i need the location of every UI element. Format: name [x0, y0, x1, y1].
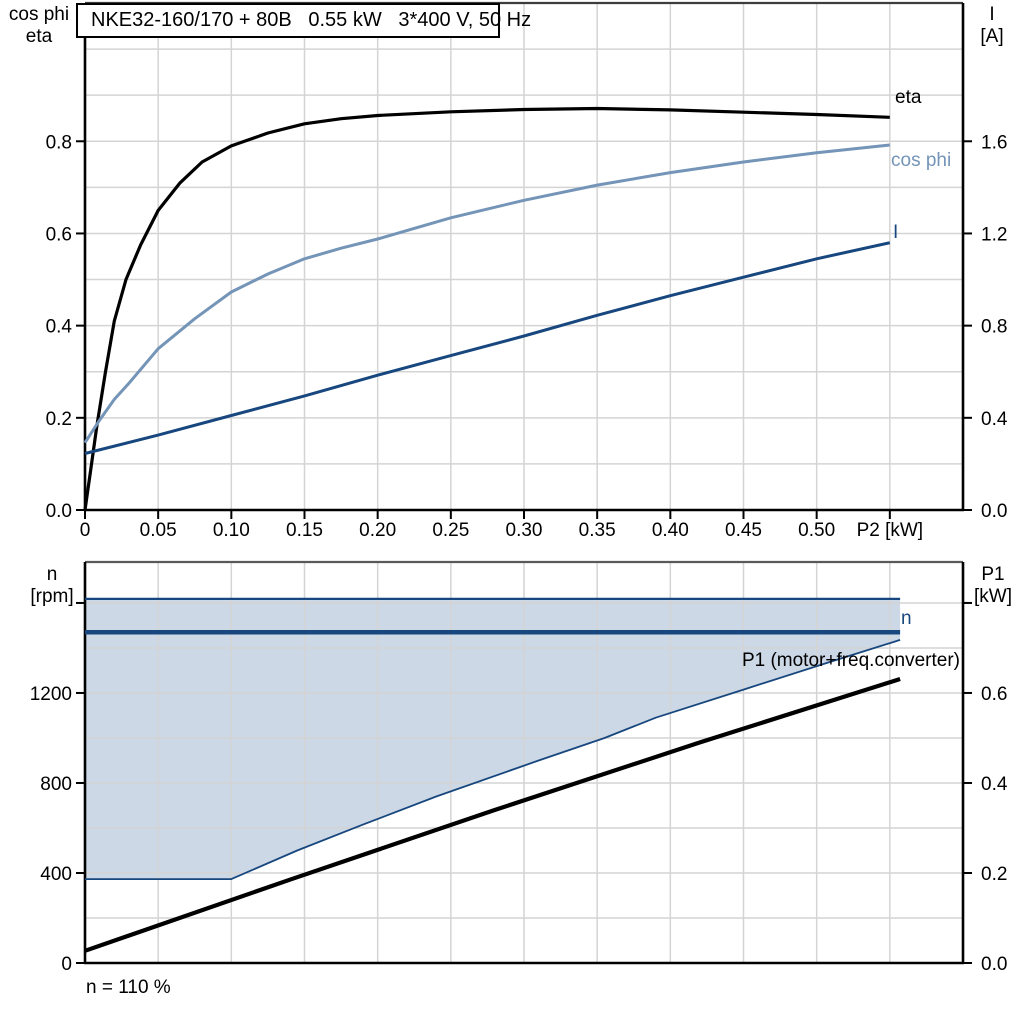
svg-text:0.10: 0.10: [213, 520, 250, 541]
chart-title-box: NKE32-160/170 + 80B 0.55 kW 3*400 V, 50 …: [76, 3, 531, 38]
svg-text:0.25: 0.25: [432, 520, 469, 541]
axis-title-speed: n: [46, 564, 58, 585]
axis-title-current: I: [989, 4, 995, 25]
left-axis-title-top-chart: cos phi eta: [2, 4, 76, 48]
svg-text:0.0: 0.0: [981, 954, 1007, 975]
svg-text:cos phi: cos phi: [891, 150, 951, 171]
svg-text:0.6: 0.6: [46, 224, 72, 245]
svg-text:0.15: 0.15: [286, 520, 323, 541]
axis-title-p1: P1: [981, 564, 1005, 585]
right-axis-title-bottom-chart: P1 [kW]: [966, 564, 1020, 608]
axis-title-cos-phi: cos phi: [8, 4, 70, 25]
svg-text:0.20: 0.20: [359, 520, 396, 541]
left-axis-title-bottom-chart: n [rpm]: [22, 564, 82, 608]
svg-text:0.4: 0.4: [981, 774, 1008, 795]
svg-text:0.8: 0.8: [981, 317, 1007, 338]
svg-text:0.05: 0.05: [140, 520, 177, 541]
svg-text:n: n: [901, 608, 912, 629]
svg-text:0.6: 0.6: [981, 684, 1007, 705]
svg-text:0.4: 0.4: [46, 317, 73, 338]
chart-title: NKE32-160/170 + 80B 0.55 kW 3*400 V, 50 …: [91, 9, 532, 31]
svg-text:1.2: 1.2: [981, 224, 1007, 245]
axis-title-current-unit: [A]: [980, 26, 1004, 47]
svg-text:eta: eta: [895, 87, 922, 108]
svg-text:0.0: 0.0: [981, 501, 1007, 522]
right-axis-title-top-chart: I [A]: [966, 4, 1018, 48]
svg-text:I: I: [893, 222, 898, 243]
svg-text:0: 0: [80, 520, 91, 541]
svg-text:1200: 1200: [30, 684, 72, 705]
svg-text:0.0: 0.0: [46, 501, 72, 522]
speed-setting-caption: n = 110 %: [86, 977, 171, 998]
svg-text:0.45: 0.45: [725, 520, 762, 541]
svg-text:P1 (motor+freq.converter): P1 (motor+freq.converter): [742, 650, 960, 671]
svg-text:1.6: 1.6: [981, 132, 1007, 153]
svg-text:0.50: 0.50: [798, 520, 835, 541]
svg-text:0: 0: [61, 954, 72, 975]
axis-title-speed-unit: [rpm]: [30, 586, 74, 607]
svg-text:0.2: 0.2: [46, 409, 72, 430]
svg-text:P2 [kW]: P2 [kW]: [857, 520, 924, 541]
svg-text:400: 400: [40, 864, 72, 885]
svg-text:0.4: 0.4: [981, 409, 1008, 430]
svg-text:0.30: 0.30: [506, 520, 543, 541]
svg-text:0.8: 0.8: [46, 132, 72, 153]
svg-text:0.40: 0.40: [652, 520, 689, 541]
axis-title-eta: eta: [25, 26, 53, 47]
svg-text:0.2: 0.2: [981, 864, 1007, 885]
svg-text:0.35: 0.35: [579, 520, 616, 541]
svg-text:800: 800: [40, 774, 72, 795]
axis-title-p1-unit: [kW]: [974, 586, 1012, 607]
